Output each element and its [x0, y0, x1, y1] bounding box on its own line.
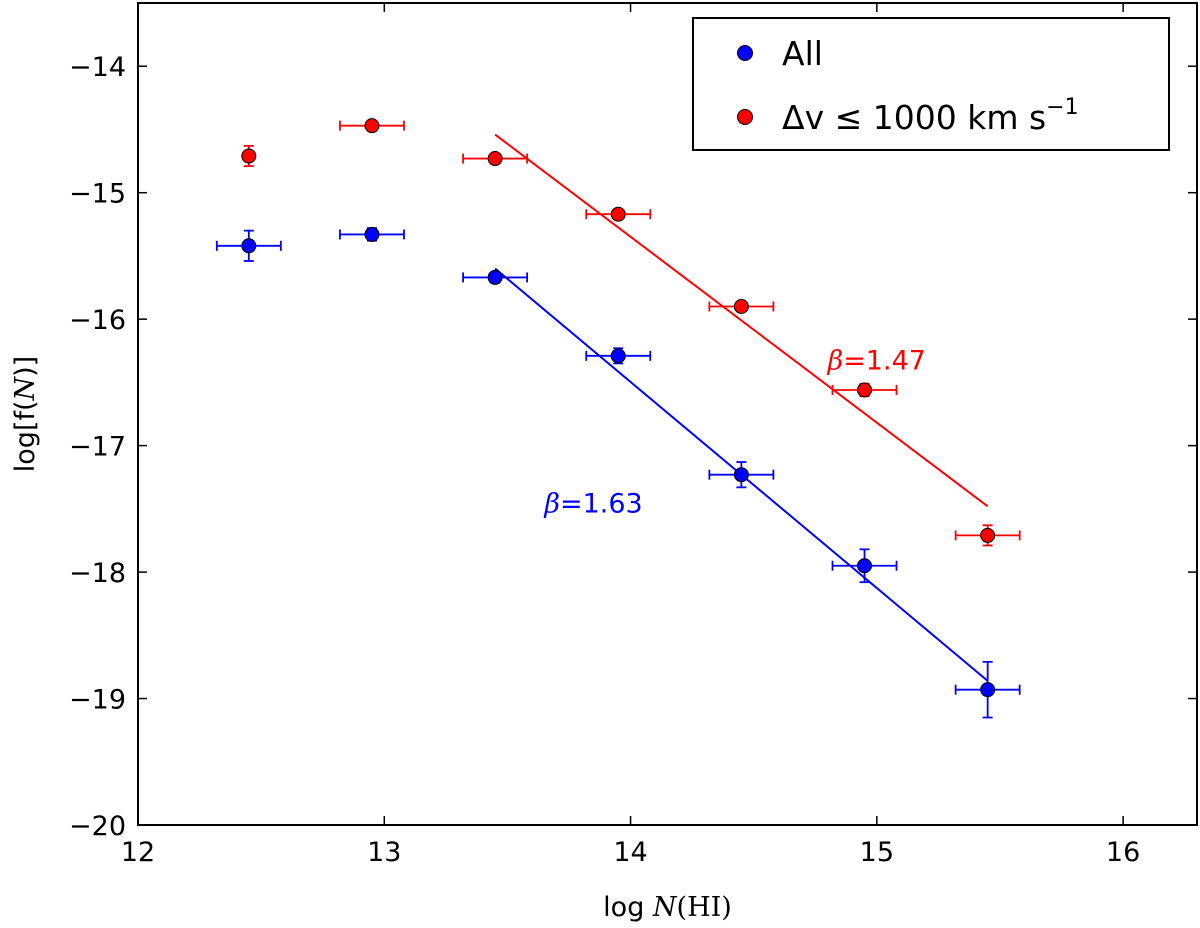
legend-marker-dv	[737, 109, 753, 125]
point-1-1	[364, 118, 380, 134]
x-axis-title-variable: N	[652, 892, 678, 923]
legend: All Δv ≤ 1000 km s−1	[692, 17, 1170, 151]
x-tick-label-14: 14	[613, 837, 647, 868]
x-tick-label-15: 15	[860, 837, 894, 868]
fit-label-dv-value: =1.47	[843, 346, 926, 377]
legend-label-dv: Δv ≤ 1000 km s−1	[782, 95, 1079, 137]
fit-label-all-value: =1.63	[560, 489, 643, 520]
plot-marks	[215, 118, 1021, 719]
point-0-0	[241, 238, 257, 254]
y-tick-label-1: −19	[69, 685, 126, 716]
axis-ticks: 12 13 14 15 16 −20 −19 −18 −17 −16 −15 −14	[69, 3, 1197, 868]
point-1-2	[487, 151, 503, 167]
y-axis-title-suffix: )]	[10, 356, 41, 377]
x-tick-label-16: 16	[1106, 837, 1140, 868]
y-tick-label-0: −20	[69, 811, 126, 842]
point-0-5	[857, 558, 873, 574]
fit-line-1	[494, 133, 989, 508]
plot-frame	[137, 2, 1198, 826]
series-1	[241, 118, 1021, 547]
fit-label-dv-beta: β	[827, 346, 844, 377]
fit-label-dv: β=1.47	[827, 346, 926, 377]
y-tick-label-3: −17	[69, 432, 126, 463]
y-tick-label-4: −16	[69, 305, 126, 336]
x-tick-label-12: 12	[121, 837, 155, 868]
point-0-2	[487, 269, 503, 285]
x-axis-title-prefix: log	[603, 892, 653, 923]
point-0-6	[980, 682, 996, 698]
legend-label-all: All	[782, 34, 823, 73]
point-1-3	[610, 206, 626, 222]
legend-label-dv-main: Δv ≤ 1000 km s	[782, 98, 1046, 137]
series-0	[215, 226, 1021, 719]
y-axis-title-prefix: log[f(	[10, 400, 41, 472]
x-axis-title: log N(HI)	[603, 892, 732, 923]
y-tick-label-5: −15	[69, 179, 126, 210]
legend-box	[692, 17, 1170, 151]
y-axis-title: log[f(N)]	[10, 356, 41, 472]
point-1-5	[857, 382, 873, 398]
point-1-0	[241, 148, 257, 164]
point-0-4	[733, 467, 749, 483]
x-axis-title-suffix: (HI)	[677, 892, 732, 923]
y-tick-label-6: −14	[69, 52, 126, 83]
y-axis-title-variable: N	[10, 375, 41, 401]
fit-label-all: β=1.63	[543, 489, 642, 520]
legend-marker-all	[737, 45, 753, 61]
point-0-1	[364, 226, 380, 242]
point-1-6	[980, 527, 996, 543]
point-1-4	[733, 299, 749, 315]
fit-label-all-beta: β	[543, 489, 560, 520]
point-0-3	[610, 348, 626, 364]
legend-label-dv-exponent: −1	[1046, 95, 1078, 120]
x-tick-label-13: 13	[367, 837, 401, 868]
y-tick-label-2: −18	[69, 558, 126, 589]
